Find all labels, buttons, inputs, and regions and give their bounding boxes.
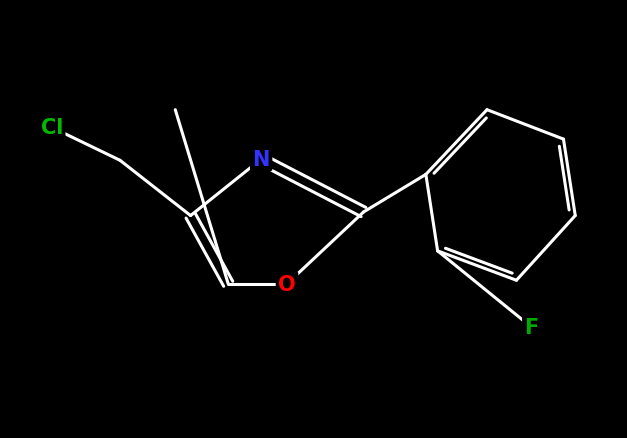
Text: Cl: Cl — [41, 118, 63, 138]
Text: N: N — [253, 150, 270, 170]
Text: F: F — [525, 318, 539, 338]
Text: O: O — [278, 274, 296, 294]
